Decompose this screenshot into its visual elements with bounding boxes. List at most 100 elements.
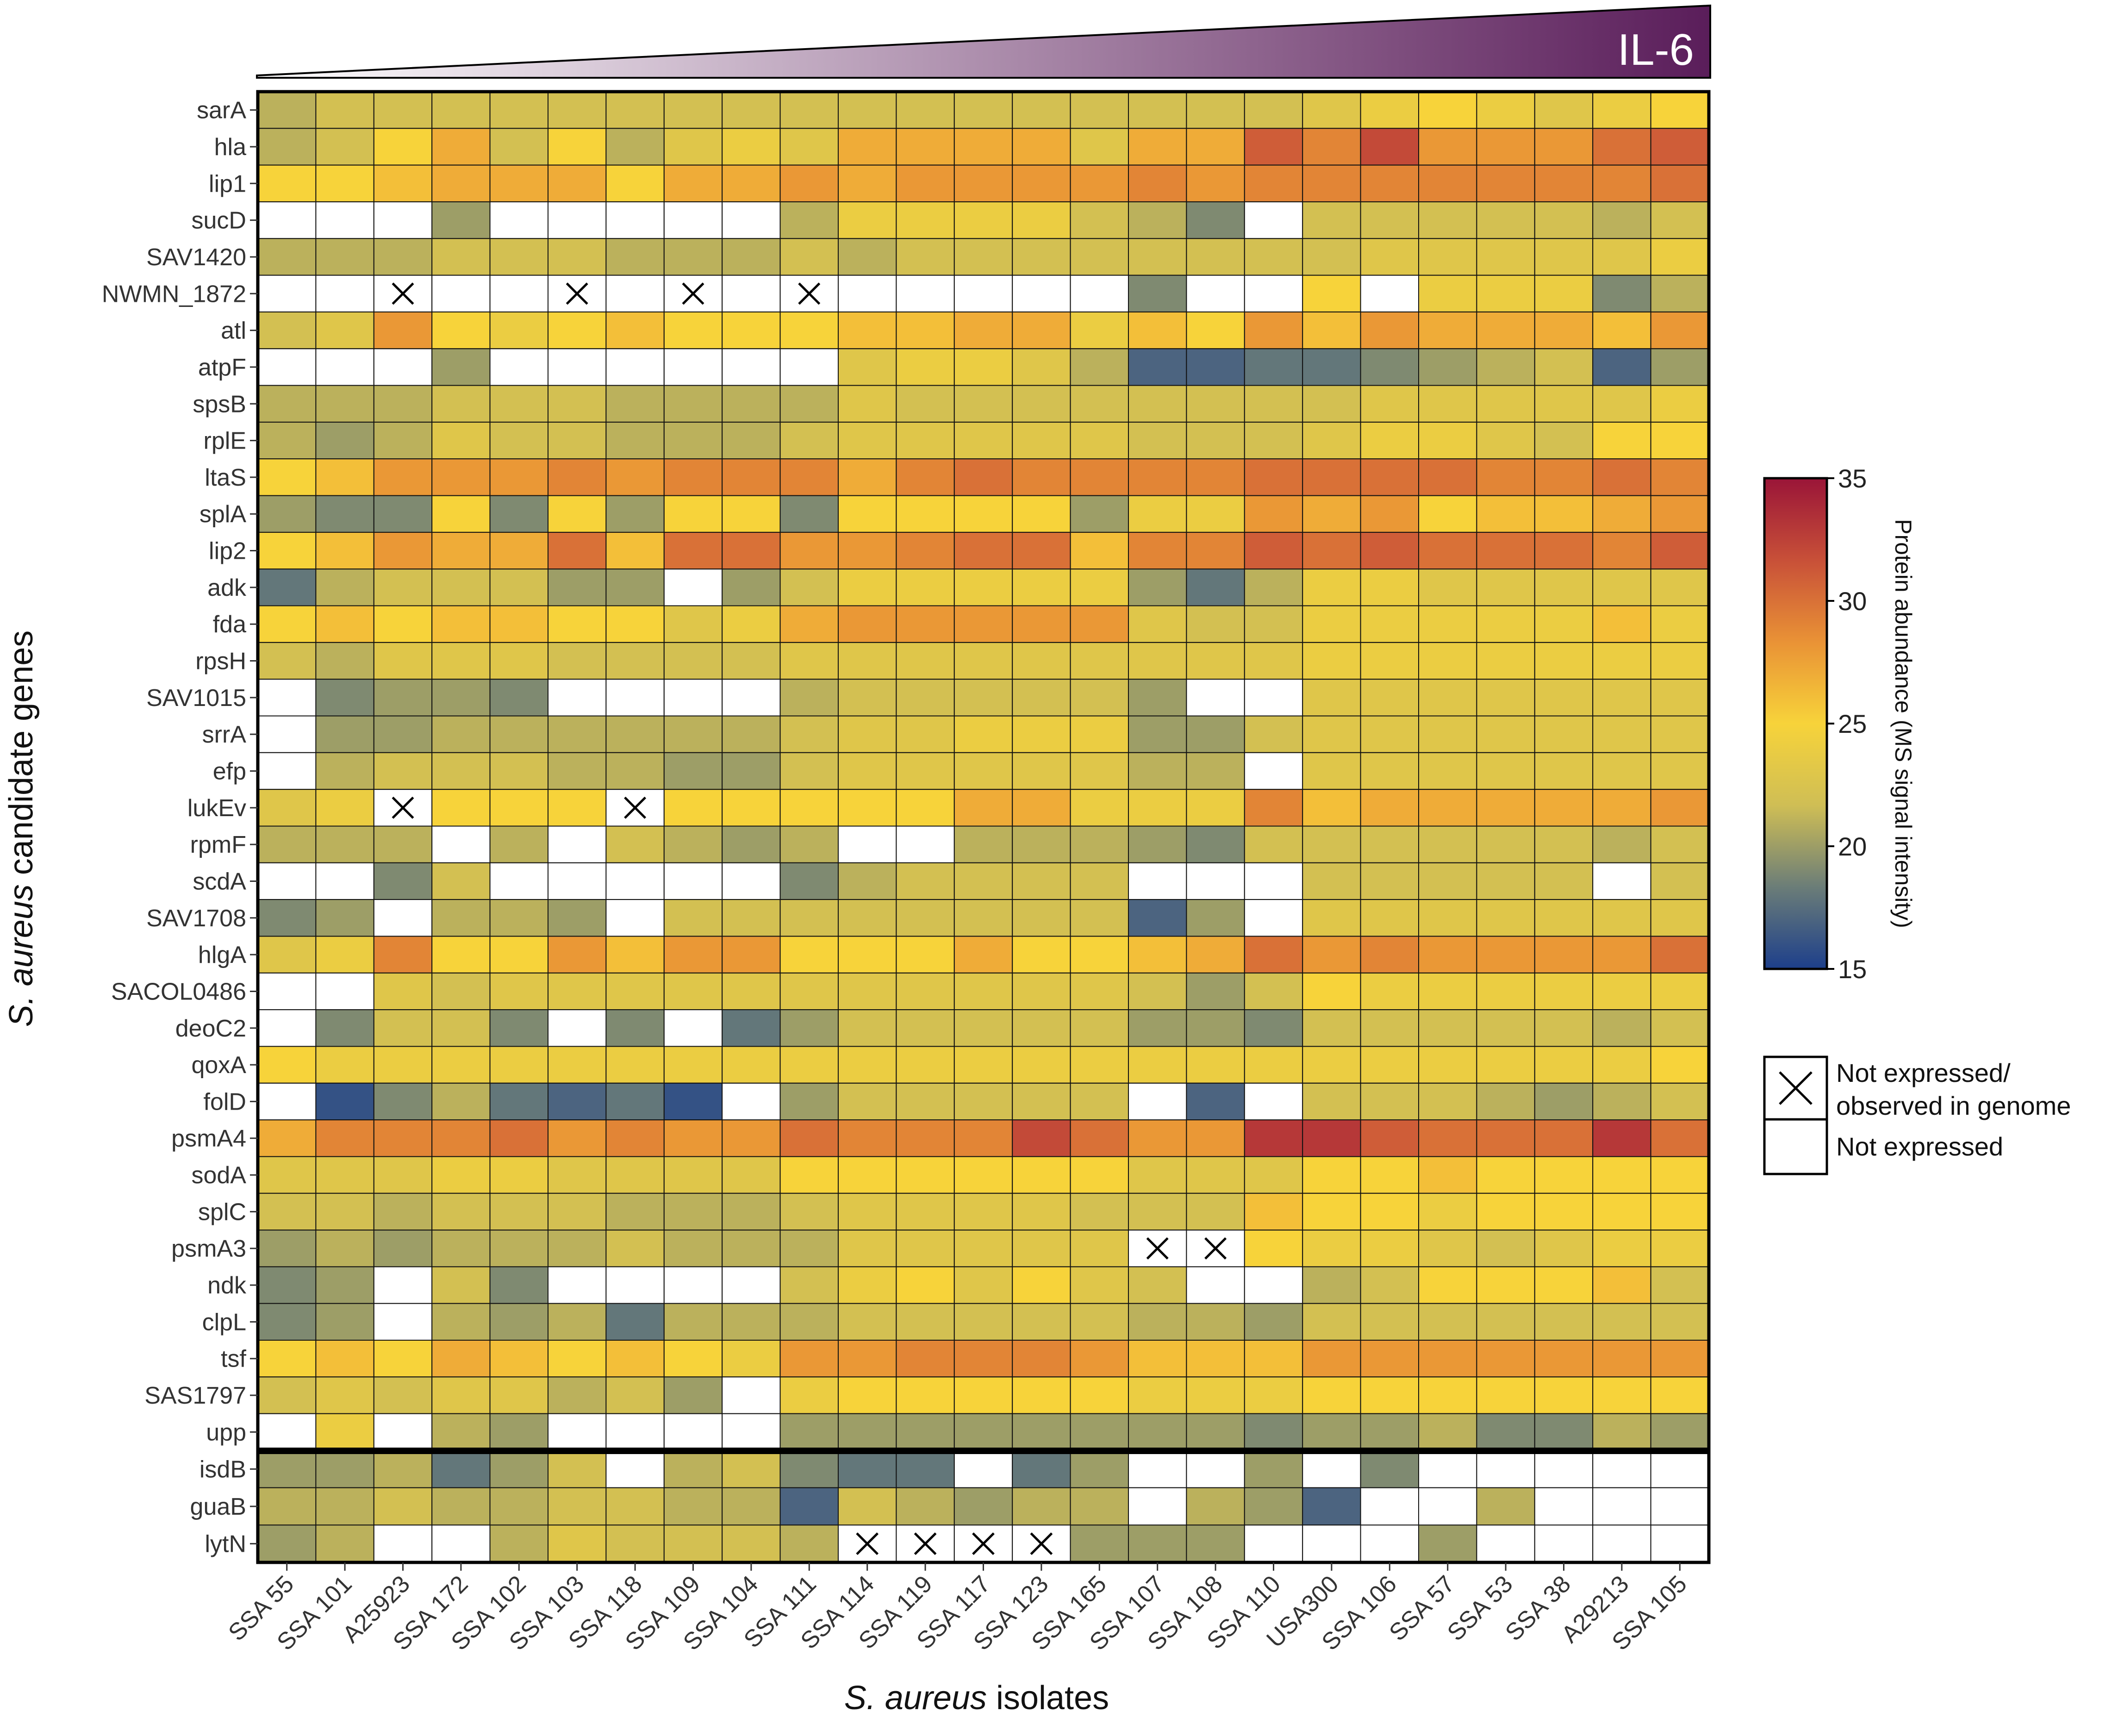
heatmap-cell — [489, 752, 548, 790]
heatmap-cell — [605, 715, 665, 753]
heatmap-cell — [663, 1340, 723, 1378]
heatmap-cell — [953, 1413, 1013, 1451]
heatmap-cell — [722, 642, 781, 680]
heatmap-cell — [1650, 1046, 1710, 1084]
heatmap-cell — [1012, 972, 1071, 1011]
not-observed-x-mark — [914, 1532, 937, 1555]
heatmap-cell — [1534, 1119, 1594, 1157]
heatmap-cell — [1476, 1009, 1535, 1047]
heatmap-cell — [1244, 862, 1303, 900]
heatmap-cell — [1244, 164, 1303, 202]
heatmap-cell — [373, 862, 433, 900]
gene-label: efp — [213, 758, 246, 785]
heatmap-cell — [315, 1340, 374, 1378]
heatmap-cell — [315, 862, 374, 900]
heatmap-cell — [953, 825, 1013, 863]
heatmap-cell — [953, 715, 1013, 753]
colorbar-tick-label: 25 — [1838, 709, 1867, 738]
heatmap-cell — [663, 1046, 723, 1084]
heatmap-cell — [1302, 311, 1361, 350]
heatmap-cell — [373, 348, 433, 386]
gene-label: guaB — [190, 1493, 246, 1520]
heatmap-cell — [1128, 642, 1187, 680]
heatmap-cell — [1128, 385, 1187, 423]
heatmap-cell — [1128, 1524, 1187, 1563]
heatmap-cell — [431, 531, 491, 570]
heatmap-cell — [1360, 1193, 1420, 1230]
gene-label: fda — [213, 611, 246, 638]
heatmap-cell — [1534, 1413, 1594, 1451]
heatmap-cell — [1650, 238, 1710, 276]
heatmap-cell — [431, 642, 491, 680]
heatmap-cell — [1128, 1082, 1187, 1121]
heatmap-cell — [953, 899, 1013, 937]
heatmap-cell — [489, 1487, 548, 1526]
heatmap-cell — [1418, 605, 1477, 643]
heatmap-cell — [1012, 899, 1071, 937]
heatmap-cell — [489, 201, 548, 239]
heatmap-cell — [1592, 605, 1651, 643]
heatmap-cell — [1244, 1303, 1303, 1341]
heatmap-cell — [431, 1413, 491, 1451]
heatmap-cell — [779, 862, 839, 900]
heatmap-cell — [1012, 238, 1071, 276]
heatmap-cell — [1418, 311, 1477, 350]
heatmap-cell — [1302, 531, 1361, 570]
colorbar-tick-label: 35 — [1838, 464, 1867, 493]
gene-label: ltaS — [205, 464, 246, 491]
heatmap-cell — [1592, 1376, 1651, 1414]
heatmap-cell — [1592, 1303, 1651, 1341]
gene-label: lip1 — [209, 170, 246, 197]
heatmap-cell — [548, 495, 607, 533]
heatmap-cell — [1476, 458, 1535, 496]
heatmap-cell — [1418, 1340, 1477, 1378]
heatmap-cell — [1476, 936, 1535, 974]
heatmap-cell — [1128, 201, 1187, 239]
isolate-label: SSA 57 — [1384, 1570, 1460, 1646]
heatmap-cell — [1128, 128, 1187, 166]
heatmap-cell — [1360, 91, 1420, 129]
heatmap-cell — [1360, 1524, 1420, 1563]
heatmap-cell — [1244, 789, 1303, 827]
heatmap-cell — [838, 679, 897, 717]
heatmap-cell — [1244, 642, 1303, 680]
heatmap-cell — [489, 1082, 548, 1121]
heatmap-cell — [838, 1193, 897, 1230]
heatmap-cell — [1360, 1376, 1420, 1414]
heatmap-cell — [548, 1303, 607, 1341]
heatmap-cell — [663, 311, 723, 350]
not-observed-x-mark — [856, 1532, 879, 1555]
heatmap-cell — [1592, 91, 1651, 129]
heatmap-cell — [373, 531, 433, 570]
heatmap-cell — [1302, 348, 1361, 386]
heatmap-cell — [1650, 91, 1710, 129]
heatmap-cell — [548, 348, 607, 386]
heatmap-cell — [1070, 1450, 1129, 1488]
not-observed-x-mark — [1146, 1237, 1169, 1260]
heatmap-cell — [1592, 495, 1651, 533]
heatmap-cell — [1476, 495, 1535, 533]
heatmap-cell — [896, 495, 955, 533]
heatmap-cell — [257, 421, 317, 460]
heatmap-cell — [1128, 1193, 1187, 1230]
heatmap-cell — [1476, 568, 1535, 606]
heatmap-cell — [1650, 421, 1710, 460]
heatmap-cell — [373, 1009, 433, 1047]
gene-label: srrA — [202, 721, 247, 748]
heatmap-cell — [779, 458, 839, 496]
heatmap-cell — [953, 972, 1013, 1011]
heatmap-cell — [1012, 1082, 1071, 1121]
heatmap-cell — [896, 862, 955, 900]
heatmap-cell — [1186, 348, 1245, 386]
heatmap-cell — [779, 1376, 839, 1414]
heatmap-cell — [838, 568, 897, 606]
legend-x-text-line2: observed in genome — [1836, 1091, 2071, 1120]
heatmap-cell — [1070, 1046, 1129, 1084]
heatmap-cell — [1476, 1376, 1535, 1414]
heatmap-cell — [1650, 275, 1710, 312]
heatmap-cell — [1128, 91, 1187, 129]
heatmap-cell — [663, 1376, 723, 1414]
heatmap-cell — [1302, 679, 1361, 717]
heatmap-cell — [605, 348, 665, 386]
